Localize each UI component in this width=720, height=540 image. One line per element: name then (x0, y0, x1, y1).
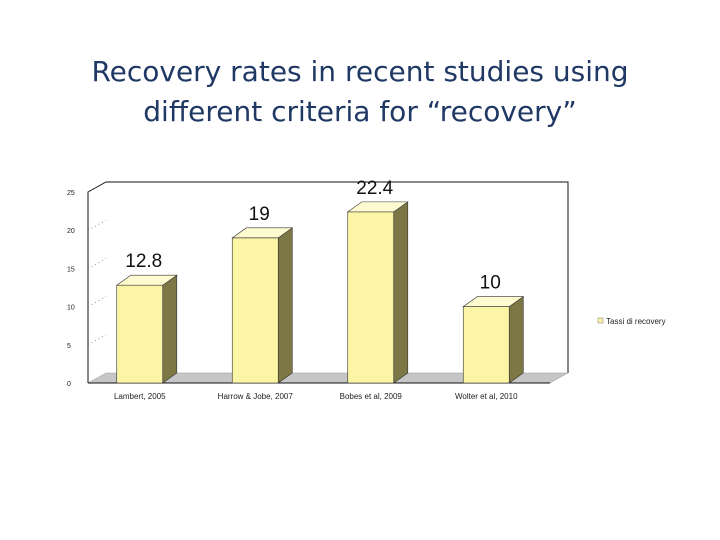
title-line-2: different criteria for “recovery” (143, 95, 577, 128)
slide-title: Recovery rates in recent studies using d… (40, 52, 680, 132)
legend-label: Tassi di recovery (606, 317, 666, 326)
bar-side (393, 201, 409, 384)
bar-side (277, 227, 293, 384)
bar-front (231, 237, 279, 384)
bar-top (462, 296, 525, 307)
y-tick-label: 15 (67, 266, 75, 273)
y-tick-label: 0 (67, 381, 71, 388)
title-line-1: Recovery rates in recent studies using (91, 55, 629, 88)
y-gridline (87, 296, 107, 307)
bar-value-label: 10 (480, 273, 501, 294)
x-category-label: Harrow & Jobe, 2007 (218, 392, 294, 401)
bar-top (115, 274, 178, 286)
y-gridline (87, 219, 107, 231)
bar-side (162, 274, 178, 384)
bar-front (116, 284, 164, 384)
bar-value-label: 19 (249, 204, 270, 225)
bar-front (462, 306, 510, 384)
legend-swatch (597, 317, 604, 324)
y-tick-label: 10 (67, 305, 75, 312)
x-category-label: Wolter et al, 2010 (455, 392, 518, 401)
bar-side (508, 296, 524, 384)
bar-top (346, 201, 409, 213)
bar-front (347, 211, 395, 384)
y-gridline (87, 334, 107, 346)
bar-top (231, 227, 294, 239)
y-gridline (87, 258, 107, 269)
y-tick-label: 5 (67, 343, 71, 350)
y-tick-label: 20 (67, 228, 75, 235)
y-tick-label: 25 (67, 190, 75, 197)
bar-value-label: 12.8 (125, 251, 162, 272)
x-category-label: Bobes et al, 2009 (340, 392, 403, 401)
bar-value-label: 22.4 (356, 178, 393, 199)
x-category-label: Lambert, 2005 (114, 392, 166, 401)
